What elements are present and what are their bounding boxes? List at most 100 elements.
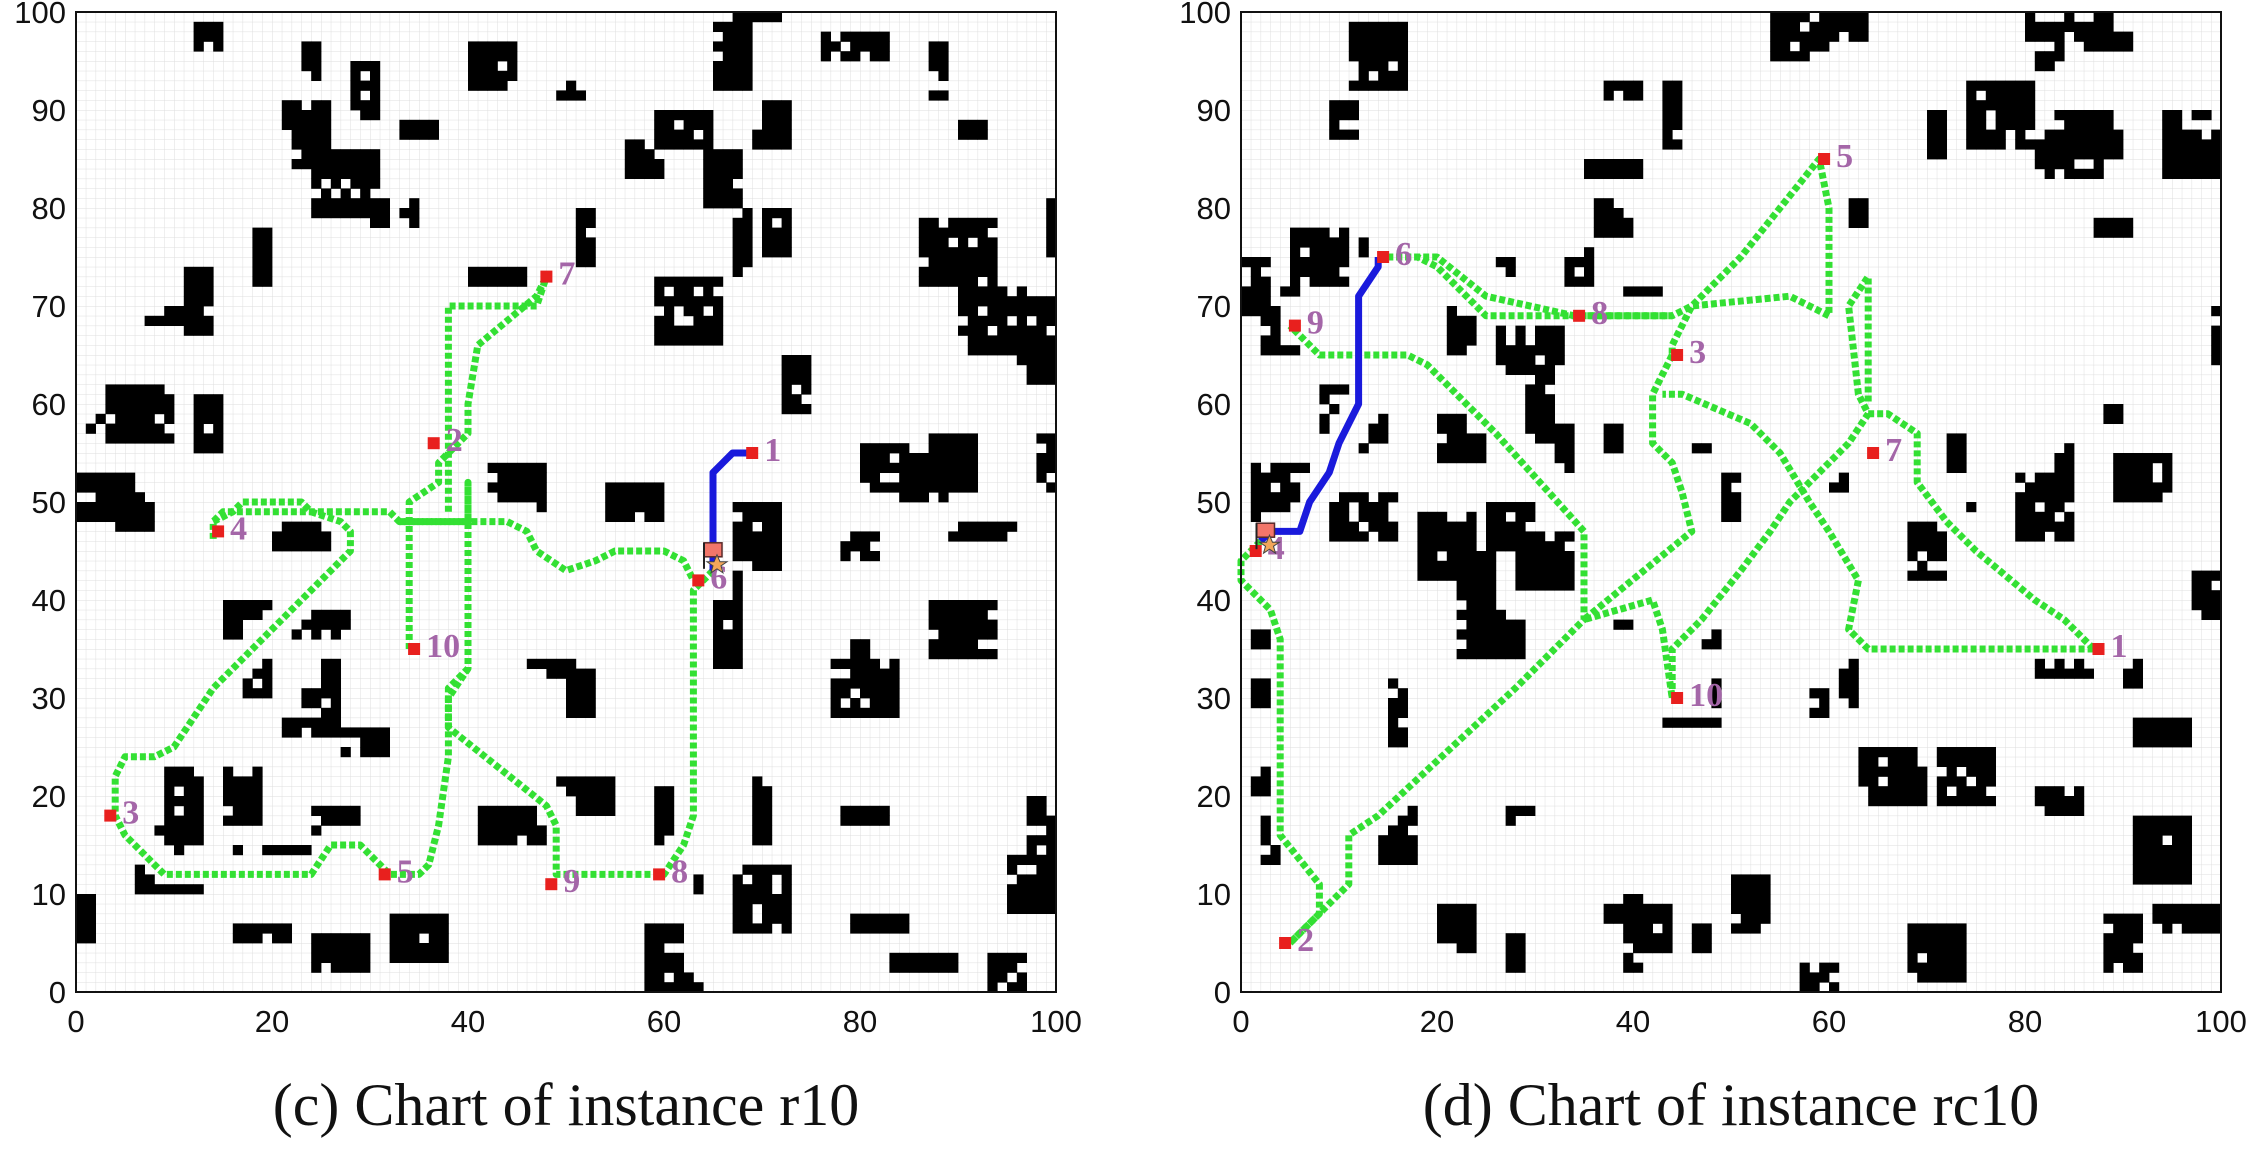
obstacle-cell <box>1613 80 1624 91</box>
obstacle-cell <box>193 815 204 826</box>
obstacle-cell <box>2113 923 2124 934</box>
obstacle-cell <box>164 815 175 826</box>
obstacle-cell <box>1290 345 1301 356</box>
obstacle-cell <box>722 629 733 640</box>
obstacle-cell <box>115 384 126 395</box>
obstacle-cell <box>624 149 635 160</box>
obstacle-cell <box>311 609 322 620</box>
obstacle-cell <box>1388 854 1399 865</box>
obstacle-cell <box>762 217 773 228</box>
obstacle-cell <box>1495 325 1506 336</box>
obstacle-cell <box>1584 247 1595 258</box>
obstacle-cell <box>2103 404 2114 415</box>
obstacle-cell <box>1701 943 1712 954</box>
obstacle-cell <box>379 198 390 209</box>
obstacle-cell <box>683 119 694 130</box>
obstacle-cell <box>281 933 292 944</box>
obstacle-cell <box>213 31 224 42</box>
obstacle-cell <box>2083 149 2094 160</box>
obstacle-cell <box>1466 443 1477 454</box>
obstacle-cell <box>2064 21 2075 32</box>
obstacle-cell <box>958 266 969 277</box>
obstacle-cell <box>1760 913 1771 924</box>
obstacle-cell <box>1446 933 1457 944</box>
obstacle-cell <box>487 70 498 81</box>
obstacle-cell <box>1623 894 1634 905</box>
obstacle-cell <box>1329 100 1340 111</box>
obstacle-cell <box>889 462 900 473</box>
obstacle-cell <box>1662 933 1673 944</box>
obstacle-cell <box>1642 286 1653 297</box>
obstacle-cell <box>703 110 714 121</box>
obstacle-cell <box>2103 110 2114 121</box>
obstacle-cell <box>840 551 851 562</box>
obstacle-cell <box>2064 443 2075 454</box>
obstacle-cell <box>1329 129 1340 140</box>
obstacle-cell <box>370 747 381 758</box>
obstacle-cell <box>1858 776 1869 787</box>
obstacle-cell <box>1819 31 1830 42</box>
obstacle-cell <box>693 306 704 317</box>
obstacle-cell <box>732 247 743 258</box>
obstacle-cell <box>1535 531 1546 542</box>
obstacle-cell <box>1329 257 1340 268</box>
obstacle-cell <box>134 864 145 875</box>
obstacle-cell <box>1446 923 1457 934</box>
obstacle-cell <box>1936 149 1947 160</box>
obstacle-cell <box>1486 649 1497 660</box>
obstacle-cell <box>1819 688 1830 699</box>
y-tick-60: 60 <box>1197 387 1231 422</box>
obstacle-cell <box>722 51 733 62</box>
obstacle-cell <box>2034 159 2045 170</box>
obstacle-cell <box>1348 41 1359 52</box>
obstacle-cell <box>330 619 341 630</box>
obstacle-cell <box>703 129 714 140</box>
obstacle-cell <box>2005 119 2016 130</box>
obstacle-cell <box>2113 217 2124 228</box>
obstacle-cell <box>330 727 341 738</box>
obstacle-cell <box>1339 384 1350 395</box>
obstacle-cell <box>781 237 792 248</box>
obstacle-cell <box>1260 257 1271 268</box>
obstacle-cell <box>1388 698 1399 709</box>
obstacle-cell <box>566 688 577 699</box>
obstacle-cell <box>1260 492 1271 503</box>
obstacle-cell <box>977 649 988 660</box>
obstacle-cell <box>1456 423 1467 434</box>
obstacle-cell <box>2034 521 2045 532</box>
y-tick-90: 90 <box>32 93 66 128</box>
obstacle-cell <box>644 943 655 954</box>
obstacle-cell <box>321 198 332 209</box>
obstacle-cell <box>1026 296 1037 307</box>
obstacle-cell <box>1642 923 1653 934</box>
obstacle-cell <box>389 923 400 934</box>
obstacle-cell <box>595 796 606 807</box>
obstacle-cell <box>2181 717 2192 728</box>
obstacle-cell <box>1515 649 1526 660</box>
obstacle-cell <box>183 884 194 895</box>
obstacle-cell <box>1486 511 1497 522</box>
obstacle-cell <box>1007 854 1018 865</box>
obstacle-cell <box>242 796 253 807</box>
obstacle-cell <box>918 462 929 473</box>
obstacle-cell <box>1348 51 1359 62</box>
obstacle-cell <box>1046 374 1057 385</box>
obstacle-cell <box>1936 531 1947 542</box>
obstacle-cell <box>742 531 753 542</box>
obstacle-cell <box>732 31 743 42</box>
obstacle-cell <box>732 266 743 277</box>
obstacle-cell <box>1378 70 1389 81</box>
obstacle-cell <box>1985 80 1996 91</box>
obstacle-cell <box>2074 129 2085 140</box>
obstacle-cell <box>203 404 214 415</box>
obstacle-cell <box>311 698 322 709</box>
obstacle-cell <box>399 208 410 219</box>
obstacle-cell <box>183 825 194 836</box>
obstacle-cell <box>203 276 214 287</box>
obstacle-cell <box>2162 903 2173 914</box>
obstacle-cell <box>1319 237 1330 248</box>
y-tick-30: 30 <box>32 681 66 716</box>
obstacle-cell <box>2113 129 2124 140</box>
obstacle-cell <box>899 453 910 464</box>
obstacle-cell <box>242 776 253 787</box>
